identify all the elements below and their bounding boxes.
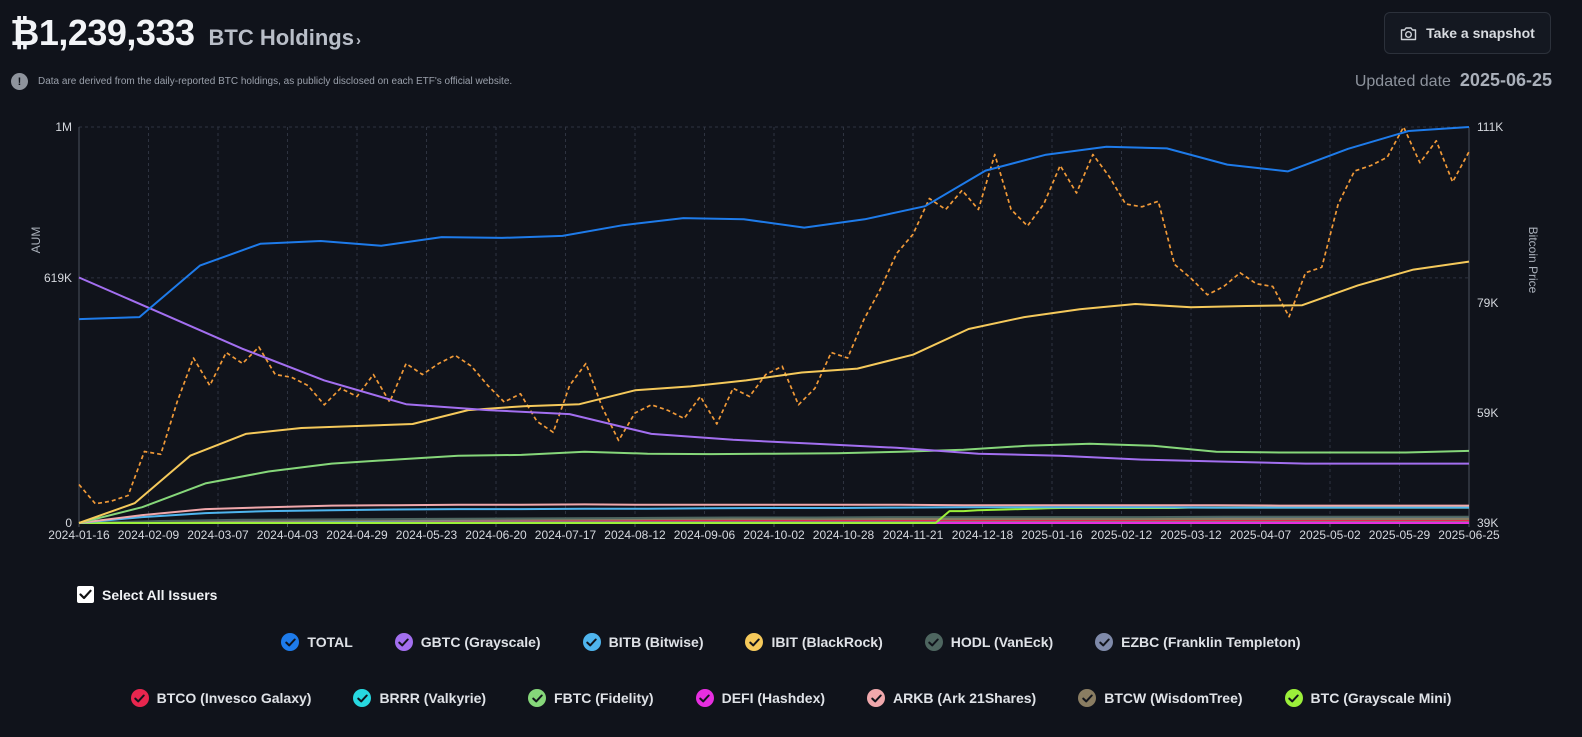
legend-label: BTCW (WisdomTree)	[1104, 690, 1243, 706]
select-all-issuers-checkbox[interactable]: Select All Issuers	[77, 586, 217, 603]
checkmark-circle-icon	[924, 633, 943, 651]
legend-item[interactable]: ARKB (Ark 21Shares)	[867, 689, 1036, 707]
take-snapshot-button[interactable]: Take a snapshot	[1384, 12, 1551, 54]
x-tick-label: 2024-10-28	[813, 528, 875, 542]
legend-item[interactable]: IBIT (BlackRock)	[745, 633, 883, 651]
headline: ₿1,239,333 BTC Holdings ›	[10, 12, 361, 54]
legend-label: FBTC (Fidelity)	[554, 690, 654, 706]
legend-item[interactable]: BTCO (Invesco Galaxy)	[130, 689, 312, 707]
legend-item[interactable]: BRRR (Valkyrie)	[353, 689, 486, 707]
legend-label: DEFI (Hashdex)	[721, 690, 826, 706]
y2-tick-label: 111K	[1477, 120, 1503, 134]
x-tick-label: 2024-11-21	[883, 528, 944, 542]
legend-label: IBIT (BlackRock)	[771, 634, 883, 650]
checkmark-circle-icon	[867, 689, 886, 707]
checkmark-circle-icon	[1284, 689, 1303, 707]
y2-tick-label: 79K	[1477, 296, 1498, 310]
x-tick-label: 2024-04-03	[257, 528, 319, 542]
checkmark-circle-icon	[130, 689, 149, 707]
y-tick-label: 0	[65, 516, 72, 530]
checkmark-circle-icon	[1095, 633, 1114, 651]
x-tick-label: 2024-02-09	[118, 528, 180, 542]
series-line-fbtc-fidelity	[78, 442, 1470, 524]
x-tick-label: 2025-02-12	[1091, 528, 1153, 542]
legend-item[interactable]: FBTC (Fidelity)	[528, 689, 654, 707]
checkmark-icon	[77, 586, 94, 603]
holdings-title[interactable]: BTC Holdings ›	[209, 25, 361, 51]
legend-item[interactable]: DEFI (Hashdex)	[695, 689, 826, 707]
x-tick-label: 2024-01-16	[48, 528, 110, 542]
y2-axis-title: Bitcoin Price	[1526, 227, 1540, 294]
legend-item[interactable]: EZBC (Franklin Templeton)	[1095, 633, 1301, 651]
checkmark-circle-icon	[394, 633, 413, 651]
updated-date: Updated date 2025-06-25	[1355, 70, 1552, 91]
series-line-total	[78, 126, 1470, 321]
checkmark-circle-icon	[281, 633, 300, 651]
legend-label: GBTC (Grayscale)	[420, 634, 541, 650]
chevron-right-icon: ›	[355, 32, 361, 49]
y2-tick-label: 39K	[1477, 516, 1498, 530]
series-line-hodl-vaneck	[78, 515, 1469, 524]
series-line-bitcoin-price	[78, 126, 1470, 505]
x-tick-label: 2024-12-18	[952, 528, 1014, 542]
checkmark-circle-icon	[528, 689, 547, 707]
holdings-chart[interactable]: 2024-01-16 2024-02-09 2024-03-07 2024-04-03…	[0, 110, 1582, 550]
x-tick-label: 2025-03-12	[1160, 528, 1222, 542]
x-tick-label: 2024-07-17	[535, 528, 597, 542]
legend-label: BTC (Grayscale Mini)	[1310, 690, 1452, 706]
series-line-ibit-blackrock	[78, 260, 1470, 524]
checkmark-circle-icon	[1078, 689, 1097, 707]
data-source-note: ! Data are derived from the daily-report…	[11, 73, 512, 90]
legend-label: TOTAL	[307, 634, 353, 650]
checkmark-circle-icon	[745, 633, 764, 651]
x-tick-label: 2024-05-23	[396, 528, 458, 542]
series-line-bitb-bitwise	[78, 506, 1469, 524]
x-tick-label: 2024-03-07	[187, 528, 249, 542]
total-holdings-value: ₿1,239,333	[10, 12, 195, 53]
x-tick-label: 2024-08-12	[604, 528, 666, 542]
checkmark-circle-icon	[353, 689, 372, 707]
legend-label: BITB (Bitwise)	[608, 634, 704, 650]
legend-label: BTCO (Invesco Galaxy)	[156, 690, 312, 706]
series-line-gbtc-grayscale	[78, 276, 1469, 465]
x-tick-label: 2024-06-20	[465, 528, 527, 542]
x-tick-label: 2025-01-16	[1021, 528, 1083, 542]
legend-item[interactable]: BTC (Grayscale Mini)	[1284, 689, 1452, 707]
y2-tick-label: 59K	[1477, 406, 1498, 420]
updated-date-value: 2025-06-25	[1459, 70, 1552, 90]
x-tick-label: 2024-09-06	[674, 528, 736, 542]
legend-label: EZBC (Franklin Templeton)	[1121, 634, 1301, 650]
legend-item[interactable]: HODL (VanEck)	[924, 633, 1054, 651]
camera-icon	[1400, 26, 1417, 40]
updated-date-label: Updated date	[1354, 73, 1451, 90]
legend-item[interactable]: TOTAL	[281, 633, 353, 651]
series-line-arkb-ark-21shares	[78, 503, 1469, 524]
legend-label: ARKB (Ark 21Shares)	[893, 690, 1037, 706]
x-tick-label: 2025-05-02	[1299, 528, 1361, 542]
x-tick-label: 2024-04-29	[326, 528, 388, 542]
x-tick-label: 2024-10-02	[743, 528, 805, 542]
y-tick-label: 619K	[44, 271, 72, 285]
holdings-title-label: BTC Holdings	[208, 25, 354, 50]
legend-item[interactable]: BITB (Bitwise)	[582, 633, 704, 651]
legend-row: BTCO (Invesco Galaxy) BRRR (Valkyrie) FBTC…	[0, 689, 1582, 707]
legend-item[interactable]: BTCW (WisdomTree)	[1078, 689, 1243, 707]
legend-label: BRRR (Valkyrie)	[379, 690, 487, 706]
checkmark-circle-icon	[695, 689, 714, 707]
legend-row: TOTAL GBTC (Grayscale) BITB (Bitwise) IBIT …	[0, 633, 1582, 651]
x-tick-label: 2025-06-25	[1438, 528, 1500, 542]
checkmark-circle-icon	[582, 633, 601, 651]
data-source-note-text: Data are derived from the daily-reported…	[38, 76, 513, 87]
legend-label: HODL (VanEck)	[950, 634, 1054, 650]
info-icon: !	[11, 73, 28, 90]
take-snapshot-label: Take a snapshot	[1426, 25, 1535, 41]
y-axis-title: AUM	[29, 227, 43, 254]
x-tick-label: 2025-04-07	[1230, 528, 1292, 542]
select-all-issuers-label: Select All Issuers	[102, 586, 218, 603]
legend-item[interactable]: GBTC (Grayscale)	[394, 633, 541, 651]
x-tick-label: 2025-05-29	[1369, 528, 1431, 542]
y-tick-label: 1M	[55, 120, 72, 134]
